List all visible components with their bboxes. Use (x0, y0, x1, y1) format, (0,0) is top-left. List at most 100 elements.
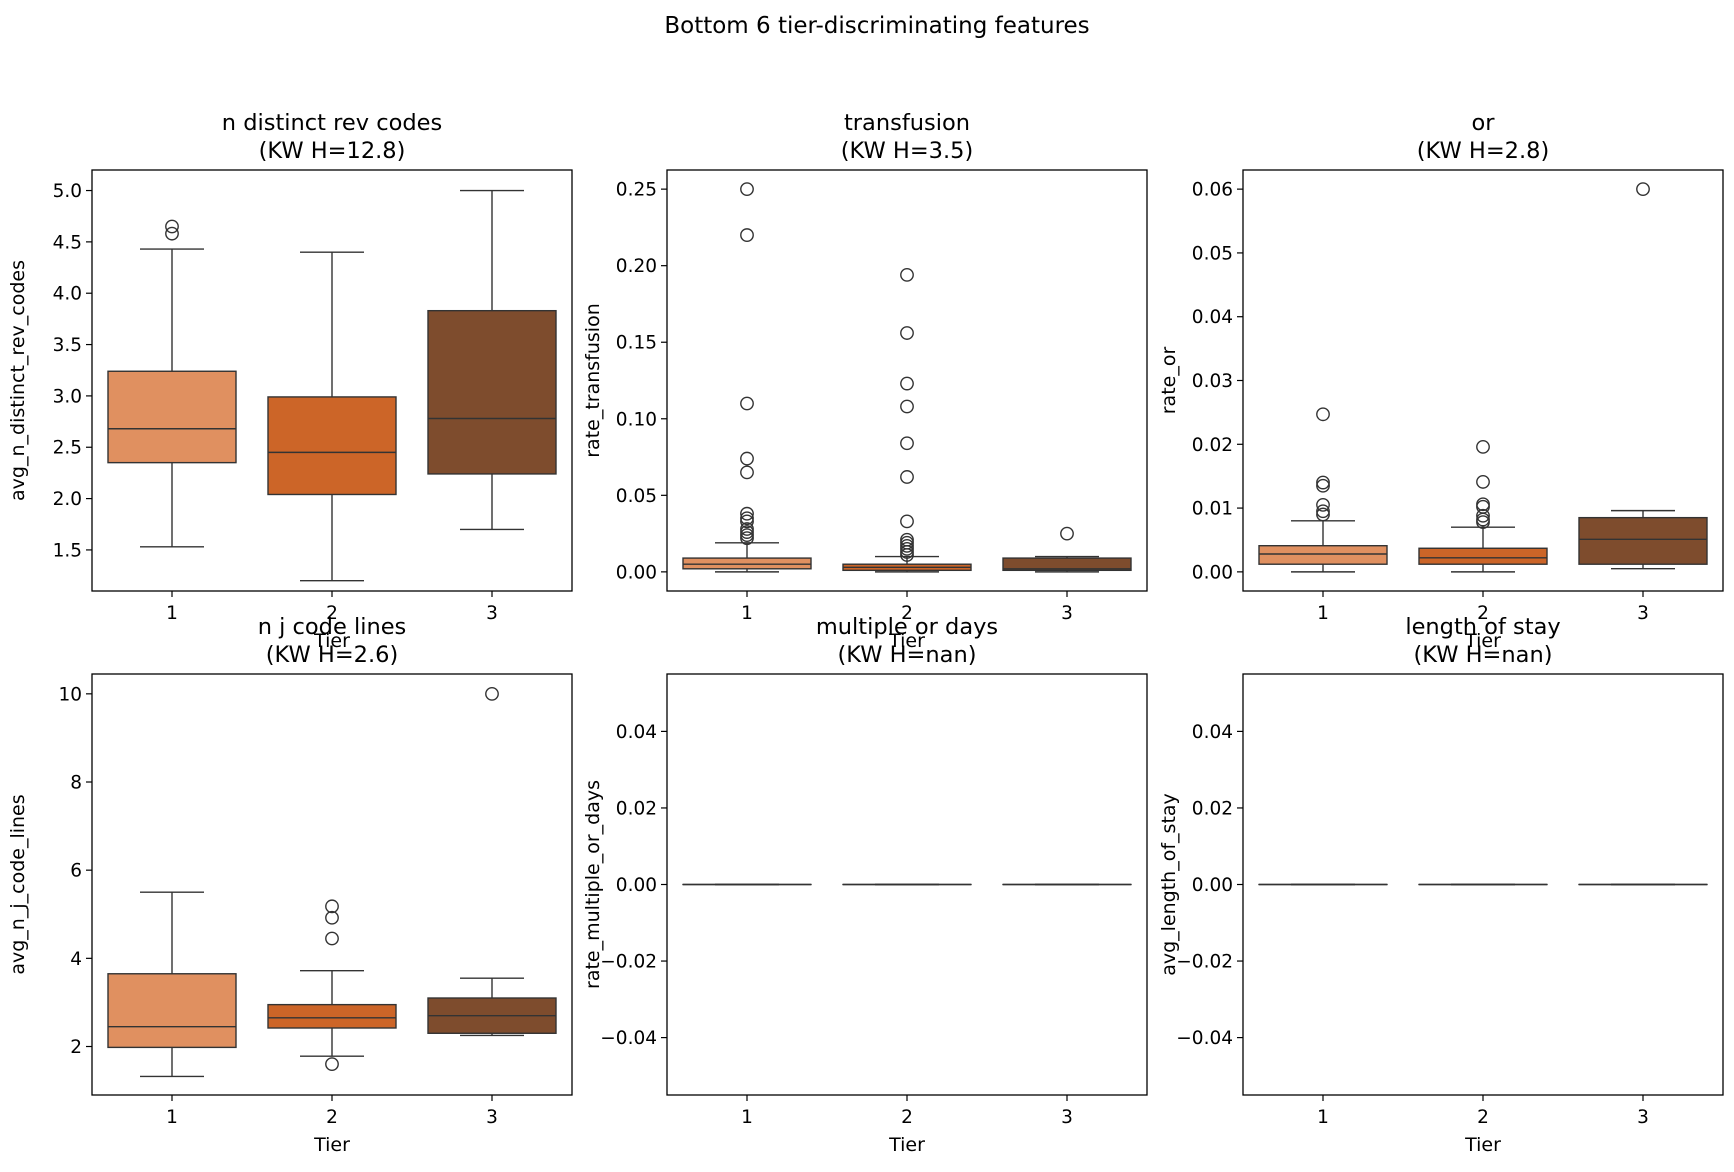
y-tick-label: −0.02 (1176, 952, 1233, 973)
x-tick-label: 3 (1637, 603, 1649, 624)
iqr-box (107, 973, 237, 1049)
outlier-point (900, 470, 914, 484)
subplot-grid: n distinct rev codes(KW H=12.8) 1.5 2.0 2.5… (7, 110, 1724, 1156)
y-tick-label: 0.00 (616, 875, 657, 896)
x-axis-label: Tier (313, 1134, 350, 1156)
y-tick-label: 10 (58, 684, 82, 705)
box-tier-2 (267, 251, 397, 582)
outlier-point (740, 396, 754, 411)
outlier-point (165, 219, 179, 234)
x-tick-label: 2 (1477, 1107, 1489, 1128)
y-axis-label: rate_transfusion (582, 303, 604, 458)
y-tick-label: 0.15 (616, 333, 657, 354)
x-tick-label: 2 (901, 603, 913, 624)
outlier-point (740, 531, 754, 546)
box-tier-3 (427, 189, 557, 531)
y-tick-label: 0.00 (1192, 875, 1233, 896)
outlier-point (1316, 507, 1330, 522)
panel-subtitle: (KW H=2.8) (1417, 138, 1549, 164)
outlier-point (900, 514, 914, 529)
y-tick-label: 0.00 (616, 562, 657, 583)
outlier-point (1316, 475, 1330, 490)
outlier-point (740, 451, 754, 466)
y-tick-label: 0.01 (1192, 499, 1233, 520)
x-tick-label: 3 (486, 603, 498, 624)
x-tick-label: 2 (1477, 603, 1489, 624)
y-tick-label: 0.04 (1192, 307, 1233, 328)
panel-multiple-or-days: multiple or days(KW H=nan) −0.04 −0.02 0.00… (582, 614, 1148, 1156)
outlier-point (1316, 497, 1330, 512)
outlier-point (1476, 475, 1490, 489)
outlier-point (325, 1057, 339, 1072)
y-tick-label: 0.05 (616, 486, 657, 507)
y-tick-label: 3.0 (53, 386, 82, 407)
panel-transfusion: transfusion(KW H=3.5) 0.00 0.05 0.10 0.15 0.2… (582, 110, 1148, 652)
x-tick-label: 1 (166, 603, 178, 624)
panel-title: n distinct rev codes (222, 110, 442, 136)
outlier-point (325, 899, 339, 914)
box-tier-2 (1418, 439, 1548, 573)
y-tick-label: 6 (70, 861, 82, 882)
outlier-point (740, 228, 754, 242)
x-tick-label: 1 (1317, 603, 1329, 624)
iqr-box (1002, 557, 1132, 572)
outlier-point (900, 535, 914, 550)
x-tick-label: 2 (326, 1107, 338, 1128)
x-tick-label: 1 (1317, 1107, 1329, 1128)
x-tick-label: 3 (486, 1107, 498, 1128)
outlier-point (740, 522, 754, 536)
outlier-point (740, 511, 754, 526)
x-tick-label: 3 (1637, 1107, 1649, 1128)
y-axis-label: avg_n_j_code_lines (7, 794, 29, 974)
x-tick-label: 2 (326, 603, 338, 624)
iqr-box (107, 370, 237, 464)
outlier-point (900, 436, 914, 451)
y-tick-label: 1.5 (53, 540, 82, 561)
outlier-point (900, 376, 914, 391)
y-tick-label: 0.20 (616, 256, 657, 277)
panel-length-of-stay: length of stay(KW H=nan) −0.04 −0.02 0.00 0.… (1158, 614, 1724, 1156)
box-tier-1 (107, 219, 237, 548)
x-tick-label: 1 (166, 1107, 178, 1128)
outlier-point (1060, 526, 1074, 541)
box-tier-3 (427, 686, 557, 1037)
outlier-point (900, 542, 914, 556)
y-axis-label: rate_or (1158, 347, 1180, 415)
iqr-box (267, 396, 397, 496)
y-tick-label: −0.02 (600, 952, 657, 973)
y-tick-label: 0.04 (1192, 722, 1233, 743)
box-tier-3 (1578, 182, 1708, 570)
box-tier-3 (1002, 526, 1132, 573)
panel-subtitle: (KW H=12.8) (259, 138, 406, 164)
y-tick-label: 8 (70, 773, 82, 794)
x-axis-label: Tier (1464, 1134, 1501, 1156)
x-axis-label: Tier (1464, 630, 1501, 652)
x-tick-label: 3 (1061, 603, 1073, 624)
iqr-box (1578, 516, 1708, 565)
panel-subtitle: (KW H=nan) (838, 642, 977, 668)
y-tick-label: 0.06 (1192, 180, 1233, 201)
y-tick-label: 0.02 (1192, 435, 1233, 456)
box-tier-1 (107, 891, 237, 1078)
figure-title: Bottom 6 tier-discriminating features (664, 13, 1089, 39)
x-tick-label: 1 (741, 603, 753, 624)
y-tick-label: 0.02 (1192, 798, 1233, 819)
outlier-point (485, 686, 499, 701)
panel-title: transfusion (844, 110, 970, 136)
outlier-point (325, 910, 339, 925)
y-tick-label: 5.0 (53, 181, 82, 202)
outlier-point (1316, 504, 1330, 519)
outlier-point (740, 465, 754, 480)
y-tick-label: 4.0 (53, 284, 82, 305)
outlier-point (900, 399, 914, 414)
y-tick-label: −0.04 (600, 1028, 657, 1049)
panel-or: or(KW H=2.8) 0.00 0.01 0.02 0.03 0.04 0.05 0.06… (1158, 110, 1724, 652)
outlier-point (1476, 439, 1490, 454)
box-tier-2 (267, 899, 397, 1072)
y-tick-label: 0.05 (1192, 243, 1233, 264)
y-axis-label: rate_multiple_or_days (582, 780, 604, 989)
box-tier-1 (682, 182, 812, 573)
y-tick-label: 2.5 (53, 438, 82, 459)
